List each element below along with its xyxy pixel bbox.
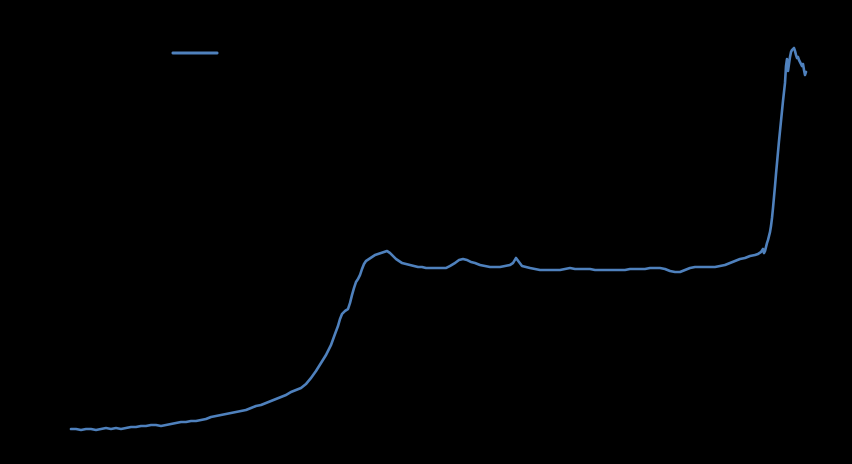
series-line [69, 46, 808, 432]
